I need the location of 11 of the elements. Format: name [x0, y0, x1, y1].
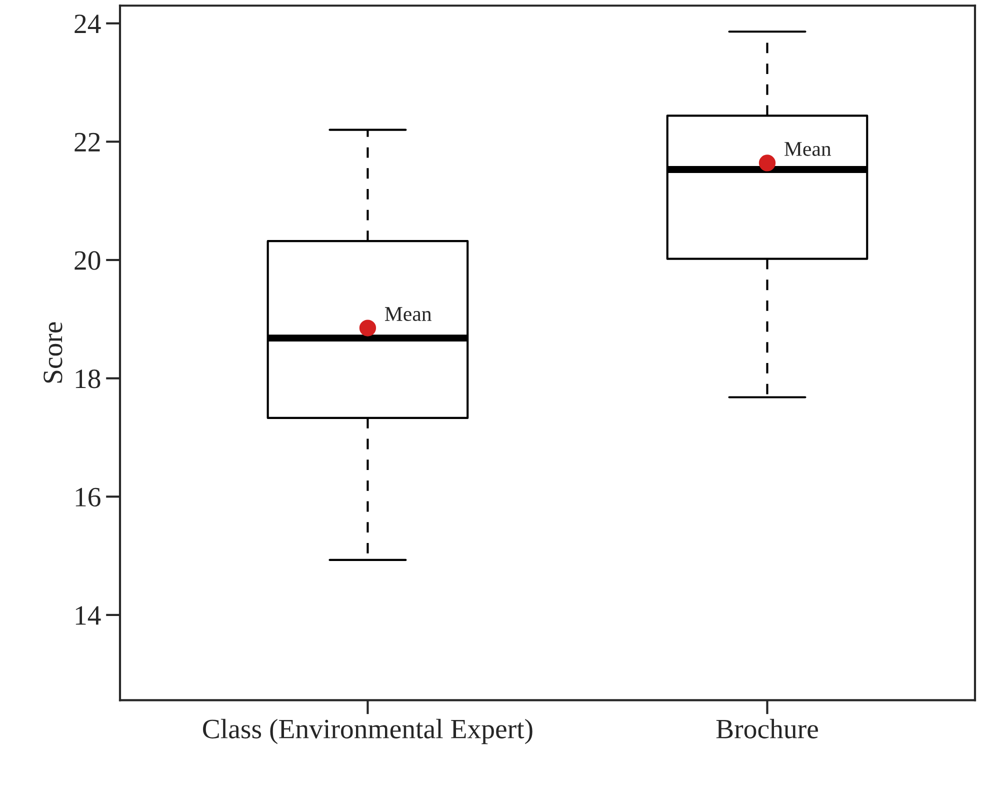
x-tick-label: Class (Environmental Expert) [203, 718, 532, 744]
y-tick-label: 24 [74, 14, 101, 33]
y-tick-label: 20 [74, 251, 100, 270]
y-tick-label: 16 [76, 488, 100, 507]
x-tick-label: Brochure [716, 718, 818, 738]
y-axis-title: Score [44, 322, 62, 383]
annotation: Mean [384, 307, 432, 322]
y-tick-label: 18 [76, 369, 100, 388]
annotation: Mean [784, 142, 832, 156]
y-tick-label: 22 [74, 132, 100, 152]
y-tick-label: 14 [76, 606, 101, 625]
